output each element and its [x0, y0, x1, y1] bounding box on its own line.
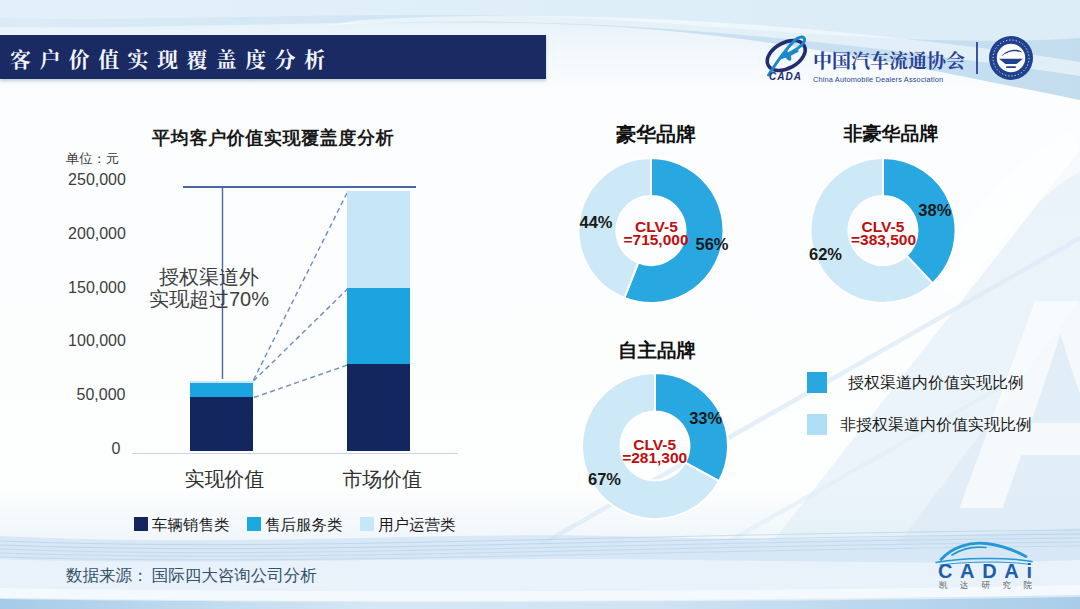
svg-text:CADAi: CADAi: [938, 560, 1032, 582]
